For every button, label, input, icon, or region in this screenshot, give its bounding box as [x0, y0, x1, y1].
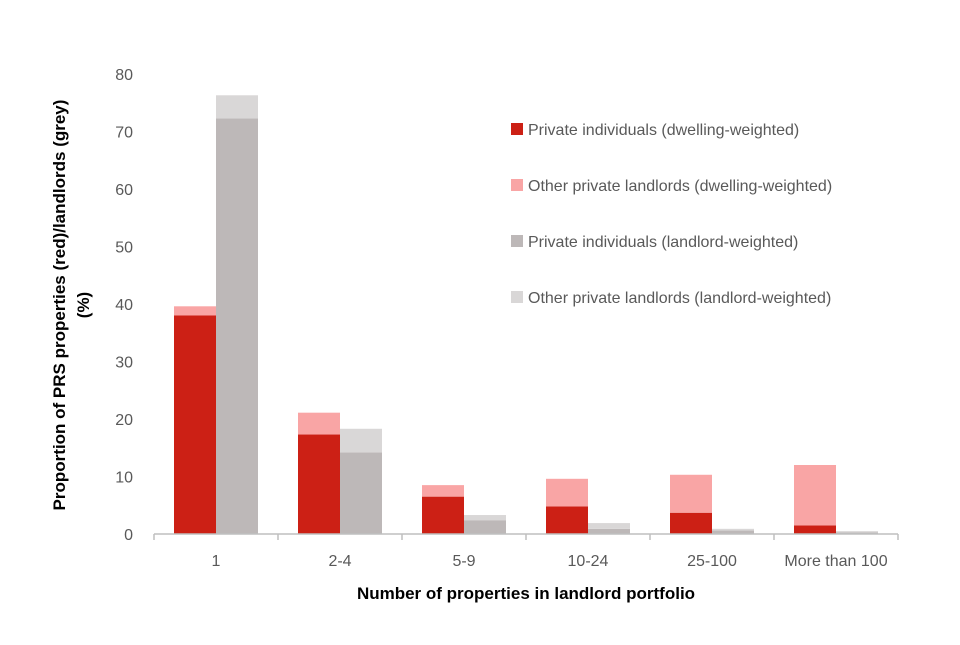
- x-tick-label: 1: [212, 553, 221, 570]
- y-tick-label: 10: [115, 470, 133, 487]
- bar-landlord-weighted-private-individuals: [216, 118, 258, 535]
- bar-dwelling-weighted-private-individuals: [794, 525, 836, 534]
- y-tick-label: 0: [124, 527, 133, 544]
- x-axis-label: Number of properties in landlord portfol…: [357, 584, 695, 603]
- y-axis-label: Proportion of PRS properties (red)/landl…: [50, 100, 93, 511]
- x-tick-labels: 1 2-4 5-9 10-24 25-100 More than 100: [212, 553, 888, 570]
- bar-landlord-weighted-other-private-landlords: [588, 523, 630, 529]
- bar-dwelling-weighted-private-individuals: [546, 506, 588, 534]
- bar-dwelling-weighted-other-private-landlords: [546, 478, 588, 507]
- bar-landlord-weighted-other-private-landlords: [464, 515, 506, 521]
- y-tick-label: 20: [115, 412, 133, 429]
- bar-dwelling-weighted-other-private-landlords: [298, 412, 340, 435]
- bar-landlord-weighted-other-private-landlords: [216, 95, 258, 119]
- y-tick-label: 70: [115, 125, 133, 142]
- bar-landlord-weighted-other-private-landlords: [836, 531, 878, 533]
- y-tick-labels: 0 10 20 30 40 50 60 70 80: [115, 67, 133, 544]
- legend-label: Private individuals (dwelling-weighted): [528, 122, 799, 139]
- legend-label: Other private landlords (dwelling-weight…: [528, 178, 832, 195]
- bar-dwelling-weighted-other-private-landlords: [174, 306, 216, 316]
- bar-landlord-weighted-other-private-landlords: [340, 428, 382, 453]
- legend-label: Private individuals (landlord-weighted): [528, 234, 798, 251]
- bar-dwelling-weighted-other-private-landlords: [670, 474, 712, 513]
- y-tick-label: 60: [115, 182, 133, 199]
- bar-dwelling-weighted-private-individuals: [422, 496, 464, 534]
- legend-swatch: [511, 291, 523, 303]
- y-axis-label-line2: (%): [74, 292, 93, 318]
- bar-dwelling-weighted-other-private-landlords: [422, 485, 464, 497]
- x-tick-label: 10-24: [568, 553, 609, 570]
- x-tick-label: 5-9: [452, 553, 475, 570]
- bar-landlord-weighted-other-private-landlords: [712, 528, 754, 531]
- x-tick-label: 25-100: [687, 553, 737, 570]
- y-axis-label-line1: Proportion of PRS properties (red)/landl…: [50, 100, 69, 511]
- legend-label: Other private landlords (landlord-weight…: [528, 290, 831, 307]
- bar-landlord-weighted-private-individuals: [836, 532, 878, 534]
- legend: Private individuals (dwelling-weighted) O…: [511, 122, 832, 307]
- x-tick-label: More than 100: [784, 553, 887, 570]
- bar-dwelling-weighted-private-individuals: [174, 315, 216, 534]
- y-tick-label: 50: [115, 240, 133, 257]
- y-tick-label: 80: [115, 67, 133, 84]
- bar-landlord-weighted-private-individuals: [588, 528, 630, 534]
- bar-landlord-weighted-private-individuals: [712, 530, 754, 534]
- bar-landlord-weighted-private-individuals: [464, 520, 506, 534]
- y-tick-label: 30: [115, 355, 133, 372]
- legend-swatch: [511, 179, 523, 191]
- bars-layer: [174, 95, 878, 535]
- bar-landlord-weighted-private-individuals: [340, 452, 382, 534]
- y-tick-label: 40: [115, 297, 133, 314]
- x-tick-label: 2-4: [328, 553, 351, 570]
- bar-dwelling-weighted-private-individuals: [298, 434, 340, 534]
- legend-swatch: [511, 123, 523, 135]
- bar-dwelling-weighted-other-private-landlords: [794, 465, 836, 526]
- x-tick-marks: [153, 534, 899, 540]
- bar-dwelling-weighted-private-individuals: [670, 512, 712, 534]
- legend-swatch: [511, 235, 523, 247]
